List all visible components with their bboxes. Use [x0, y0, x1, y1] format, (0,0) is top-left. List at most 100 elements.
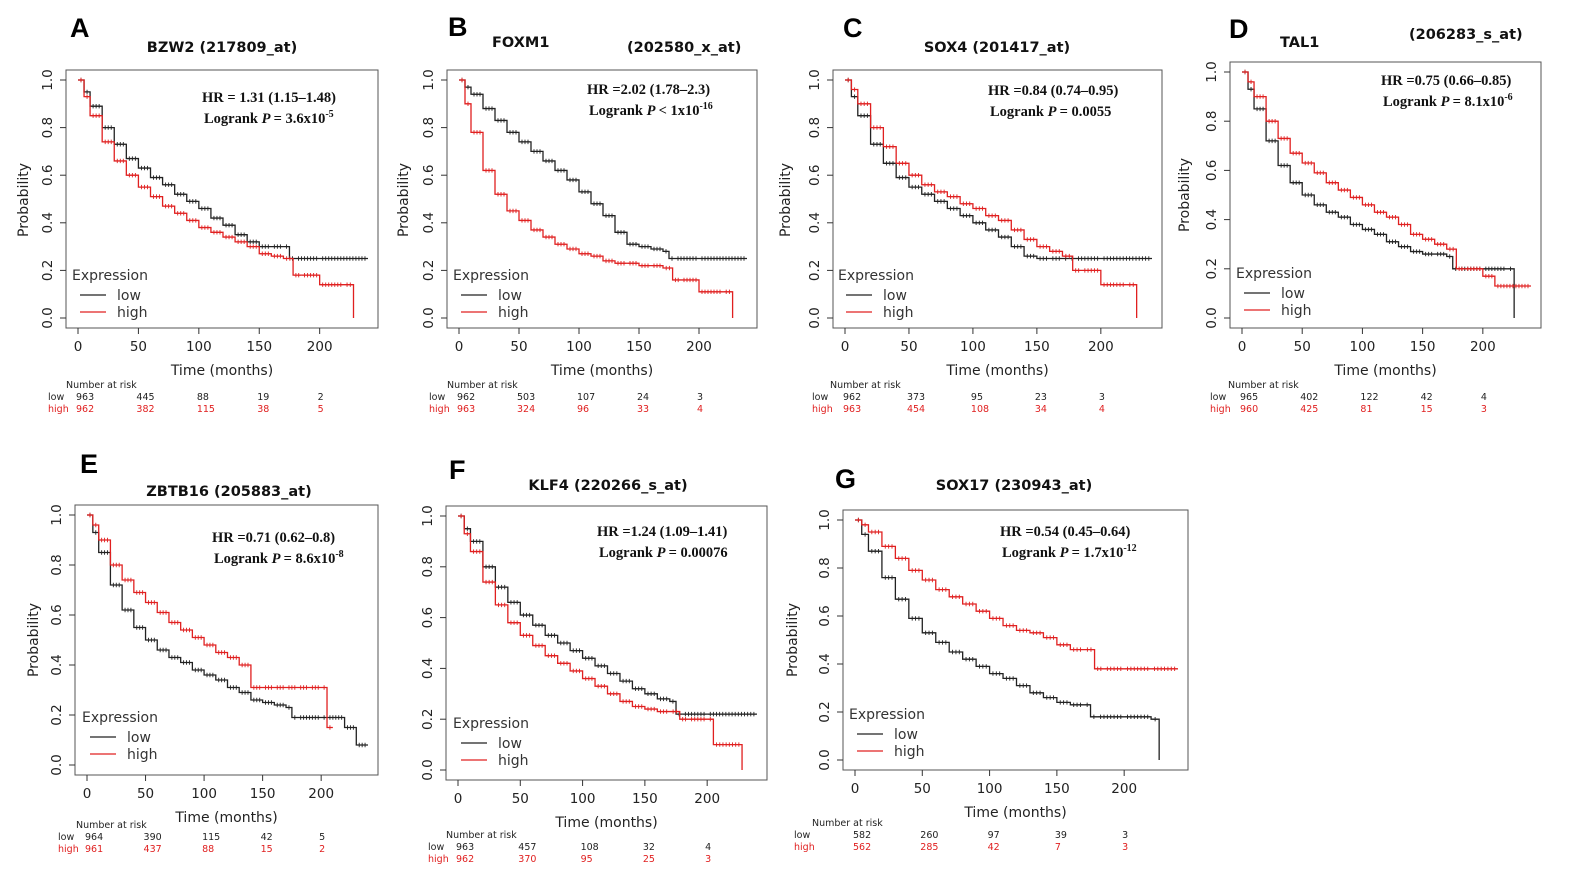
- legend-label-high: high: [498, 305, 529, 321]
- panel-b: B FOXM1 (202580_x_at) 0.0 0.2 0.4 0.6 0.8 1.0 Pro…: [396, 12, 758, 415]
- hazard-ratio: HR =0.71 (0.62–0.8): [212, 530, 335, 546]
- legend-title: Expression: [849, 707, 925, 723]
- risk-value: 42: [261, 832, 273, 843]
- chart-title: SOX17 (230943_at): [936, 478, 1092, 494]
- risk-header: Number at risk: [830, 380, 901, 391]
- panel-letter: G: [835, 464, 856, 494]
- x-axis-title: Time (months): [174, 810, 277, 826]
- risk-value: 963: [457, 404, 475, 415]
- legend-label-high: high: [894, 744, 925, 760]
- risk-value: 4: [1099, 404, 1105, 415]
- y-tick-label: 0.6: [807, 164, 823, 185]
- x-tick-label: 150: [632, 791, 658, 807]
- x-tick-label: 200: [308, 786, 334, 802]
- risk-value: 373: [907, 392, 925, 403]
- legend-title: Expression: [453, 268, 529, 284]
- y-tick-label: 0.2: [49, 704, 65, 725]
- x-tick-label: 100: [960, 339, 986, 355]
- legend-title: Expression: [82, 710, 158, 726]
- y-tick-label: 0.8: [817, 557, 833, 578]
- panel-f: F KLF4 (220266_s_at) 0.0 0.2 0.4 0.6 0.8 1.0 0 50…: [420, 455, 768, 865]
- risk-header: Number at risk: [446, 830, 517, 841]
- y-axis-title: Probability: [778, 163, 794, 237]
- hazard-ratio: HR =1.24 (1.09–1.41): [597, 524, 727, 540]
- risk-value: 963: [456, 842, 474, 853]
- legend-label-high: high: [883, 305, 914, 321]
- risk-row-label-high: high: [812, 404, 833, 415]
- risk-value: 88: [197, 392, 209, 403]
- x-tick-label: 150: [1410, 339, 1436, 355]
- x-tick-label: 100: [1350, 339, 1376, 355]
- risk-row-label-high: high: [48, 404, 69, 415]
- x-tick-label: 200: [1088, 339, 1114, 355]
- risk-row-label-low: low: [429, 392, 445, 403]
- risk-value: 95: [581, 854, 593, 865]
- x-tick-label: 50: [510, 339, 527, 355]
- logrank-p: Logrank P < 1x10-16: [589, 101, 713, 119]
- risk-value: 963: [76, 392, 94, 403]
- risk-value: 95: [971, 392, 983, 403]
- y-tick-label: 0.4: [421, 212, 437, 233]
- y-tick-label: 0.4: [807, 212, 823, 233]
- y-axis-title: Probability: [1177, 158, 1193, 232]
- risk-value: 2: [318, 392, 324, 403]
- plot-frame: [1229, 61, 1542, 329]
- hazard-ratio: HR =0.84 (0.74–0.95): [988, 83, 1118, 99]
- chart-title: FOXM1: [492, 35, 549, 51]
- y-tick-label: 0.8: [40, 117, 56, 138]
- x-tick-label: 0: [1238, 339, 1247, 355]
- y-tick-label: 1.0: [420, 505, 436, 526]
- risk-row-label-low: low: [1210, 392, 1226, 403]
- x-tick-label: 50: [1294, 339, 1311, 355]
- risk-value: 964: [85, 832, 103, 843]
- risk-value: 3: [1122, 830, 1128, 841]
- risk-value: 108: [971, 404, 989, 415]
- risk-value: 390: [144, 832, 162, 843]
- logrank-p: Logrank P = 0.00076: [599, 545, 728, 561]
- x-tick-label: 150: [246, 339, 272, 355]
- risk-value: 961: [85, 844, 103, 855]
- y-tick-label: 0.4: [1204, 209, 1220, 230]
- risk-row-label-low: low: [428, 842, 444, 853]
- panel-c: C SOX4 (201417_at) 0.0 0.2 0.4 0.6 0.8 1.0 Proba…: [778, 13, 1163, 415]
- x-tick-label: 0: [74, 339, 83, 355]
- y-axis-title: Probability: [16, 163, 32, 237]
- series-low-curve: [855, 519, 1160, 760]
- risk-value: 15: [1421, 404, 1433, 415]
- logrank-p: Logrank P = 1.7x10-12: [1002, 543, 1137, 561]
- legend-label-high: high: [1281, 303, 1312, 319]
- legend-title: Expression: [1236, 266, 1312, 282]
- risk-header: Number at risk: [812, 818, 883, 829]
- x-tick-label: 0: [455, 339, 464, 355]
- x-tick-label: 100: [570, 791, 596, 807]
- x-axis-title: Time (months): [170, 363, 273, 379]
- risk-value: 445: [136, 392, 154, 403]
- x-tick-label: 200: [307, 339, 333, 355]
- y-tick-label: 0.6: [421, 164, 437, 185]
- y-tick-label: 0.4: [40, 212, 56, 233]
- risk-value: 122: [1360, 392, 1378, 403]
- plot-frame: [446, 69, 758, 329]
- risk-value: 3: [697, 392, 703, 403]
- y-tick-label: 1.0: [1204, 61, 1220, 82]
- risk-value: 33: [637, 404, 649, 415]
- risk-value: 24: [637, 392, 649, 403]
- y-tick-label: 0.2: [1204, 258, 1220, 279]
- risk-value: 3: [705, 854, 711, 865]
- risk-value: 3: [1099, 392, 1105, 403]
- risk-value: 457: [518, 842, 536, 853]
- risk-header: Number at risk: [66, 380, 137, 391]
- y-tick-label: 0.6: [40, 164, 56, 185]
- x-tick-label: 150: [1044, 781, 1070, 797]
- legend-label-low: low: [1281, 286, 1305, 302]
- x-tick-label: 200: [686, 339, 712, 355]
- series-high-censor-marks: [845, 77, 1136, 287]
- plot-frame: [65, 69, 379, 329]
- logrank-p: Logrank P = 8.6x10-8: [214, 549, 344, 567]
- y-tick-label: 0.0: [817, 749, 833, 770]
- hazard-ratio: HR = 1.31 (1.15–1.48): [202, 90, 336, 106]
- risk-row-label-low: low: [58, 832, 74, 843]
- plot-frame: [74, 504, 379, 776]
- risk-row-label-high: high: [58, 844, 79, 855]
- plot-frame: [842, 509, 1189, 771]
